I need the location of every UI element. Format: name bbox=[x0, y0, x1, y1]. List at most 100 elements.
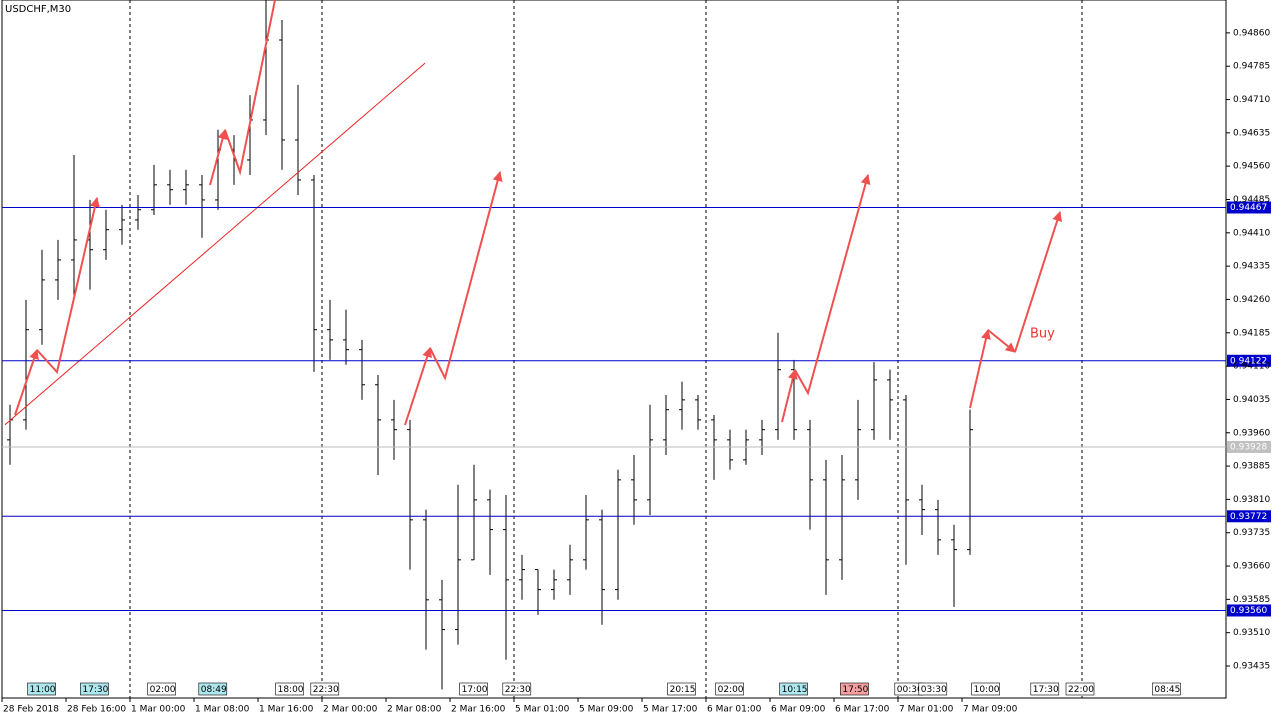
time-marker-label: 03:30 bbox=[921, 685, 947, 695]
y-tick-label: 0.93885 bbox=[1233, 462, 1270, 472]
grid bbox=[129, 0, 1083, 698]
time-marker-box bbox=[1030, 682, 1060, 696]
level-label: 0.94467 bbox=[1230, 203, 1267, 213]
arrow bbox=[429, 171, 503, 381]
arrow bbox=[404, 347, 432, 426]
x-tick-label: 2 Mar 08:00 bbox=[387, 705, 442, 715]
arrow bbox=[1014, 211, 1063, 353]
x-tick-label: 28 Feb 2018 bbox=[3, 705, 59, 715]
y-tick-label: 0.94485 bbox=[1233, 195, 1270, 205]
time-marker-box bbox=[840, 682, 869, 696]
current-price-label: 0.93928 bbox=[1230, 442, 1267, 452]
time-marker-box bbox=[147, 682, 176, 696]
level-label: 0.93772 bbox=[1230, 512, 1267, 522]
y-tick-label: 0.93810 bbox=[1233, 495, 1270, 505]
y-tick-label: 0.94785 bbox=[1233, 62, 1270, 72]
x-tick-label: 5 Mar 17:00 bbox=[643, 705, 698, 715]
y-tick-label: 0.94860 bbox=[1233, 28, 1270, 38]
y-tick-label: 0.94185 bbox=[1233, 328, 1270, 338]
x-tick-label: 28 Feb 16:00 bbox=[67, 705, 126, 715]
time-marker-label: 22:30 bbox=[505, 685, 531, 695]
time-marker-label: 08:49 bbox=[201, 685, 227, 695]
x-tick-label: 6 Mar 01:00 bbox=[707, 705, 762, 715]
y-tick-label: 0.94635 bbox=[1233, 128, 1270, 138]
time-marker-box bbox=[1152, 682, 1181, 696]
x-tick-label: 7 Mar 09:00 bbox=[963, 705, 1018, 715]
y-tick-label: 0.94335 bbox=[1233, 262, 1270, 272]
time-marker-box bbox=[310, 682, 340, 696]
time-marker-box bbox=[715, 682, 744, 696]
time-marker-box bbox=[198, 682, 228, 696]
y-tick-label: 0.94035 bbox=[1233, 395, 1270, 405]
y-tick-label: 0.93435 bbox=[1233, 662, 1270, 672]
time-marker-label: 10:15 bbox=[782, 685, 808, 695]
x-tick-label: 1 Mar 16:00 bbox=[259, 705, 314, 715]
y-tick-label: 0.93585 bbox=[1233, 595, 1270, 605]
time-marker-box bbox=[502, 682, 532, 696]
x-tick-label: 6 Mar 09:00 bbox=[771, 705, 826, 715]
bars bbox=[2, 0, 1226, 690]
time-marker-box bbox=[918, 682, 948, 696]
time-marker-label: 10:00 bbox=[974, 685, 1000, 695]
current-price-box bbox=[1227, 440, 1271, 453]
arrows bbox=[14, 0, 1063, 426]
time-marker-label: 22:00 bbox=[1068, 685, 1094, 695]
y-tick-label: 0.94710 bbox=[1233, 95, 1270, 105]
y-tick-label: 0.94560 bbox=[1233, 162, 1270, 172]
time-marker-label: 00:30 bbox=[897, 685, 923, 695]
arrow bbox=[781, 369, 798, 423]
arrow bbox=[224, 0, 276, 176]
time-marker-label: 17:00 bbox=[462, 685, 488, 695]
time-marker-box bbox=[779, 682, 808, 696]
plot-frame bbox=[1, 0, 1227, 699]
time-marker-box bbox=[667, 682, 696, 696]
arrow bbox=[987, 329, 1016, 353]
x-tick-label: 5 Mar 09:00 bbox=[579, 705, 634, 715]
time-marker-label: 22:30 bbox=[313, 685, 339, 695]
x-tick-label: 5 Mar 01:00 bbox=[515, 705, 570, 715]
y-tick-label: 0.94110 bbox=[1233, 362, 1270, 372]
time-marker-label: 17:50 bbox=[842, 685, 868, 695]
time-marker-label: 17:30 bbox=[1033, 685, 1059, 695]
time-marker-label: 17:30 bbox=[82, 685, 108, 695]
time-marker-label: 11:00 bbox=[30, 685, 56, 695]
level-box bbox=[1227, 354, 1271, 367]
level-box bbox=[1227, 604, 1271, 617]
time-marker-label: 08:45 bbox=[1154, 685, 1180, 695]
x-tick-label: 1 Mar 00:00 bbox=[131, 705, 186, 715]
trendline bbox=[4, 62, 426, 426]
annotation: Buy bbox=[1030, 327, 1055, 342]
y-tick-label: 0.93660 bbox=[1233, 562, 1270, 572]
arrow bbox=[969, 329, 991, 409]
overlays: 0.93928 0.94467 0.94122 0.93772 0.93560 11:00… bbox=[27, 201, 1271, 696]
arrow bbox=[36, 197, 100, 375]
time-marker-label: 20:15 bbox=[670, 685, 696, 695]
x-tick-label: 2 Mar 16:00 bbox=[451, 705, 506, 715]
y-tick-label: 0.93510 bbox=[1233, 628, 1270, 638]
level-label: 0.93560 bbox=[1230, 606, 1267, 616]
time-marker-label: 02:00 bbox=[150, 685, 176, 695]
time-marker-label: 18:00 bbox=[278, 685, 304, 695]
level-box bbox=[1227, 510, 1271, 523]
arrow bbox=[209, 129, 228, 186]
y-tick-label: 0.93960 bbox=[1233, 428, 1270, 438]
arrow bbox=[794, 174, 871, 396]
y-tick-label: 0.93735 bbox=[1233, 528, 1270, 538]
x-tick-label: 7 Mar 01:00 bbox=[899, 705, 954, 715]
time-marker-box bbox=[80, 682, 109, 696]
y-tick-label: 0.94260 bbox=[1233, 295, 1270, 305]
time-marker-box bbox=[971, 682, 1000, 696]
chart-title: USDCHF,M30 bbox=[5, 4, 71, 15]
time-marker-box bbox=[1065, 682, 1095, 696]
level-box bbox=[1227, 201, 1271, 214]
time-marker-box bbox=[459, 682, 488, 696]
time-marker-box bbox=[275, 682, 304, 696]
time-marker-box bbox=[27, 682, 56, 696]
y-tick-label: 0.94410 bbox=[1233, 228, 1270, 238]
x-tick-label: 1 Mar 08:00 bbox=[195, 705, 250, 715]
x-tick-label: 2 Mar 00:00 bbox=[323, 705, 378, 715]
level-label: 0.94122 bbox=[1230, 356, 1267, 366]
time-marker-label: 02:00 bbox=[718, 685, 744, 695]
